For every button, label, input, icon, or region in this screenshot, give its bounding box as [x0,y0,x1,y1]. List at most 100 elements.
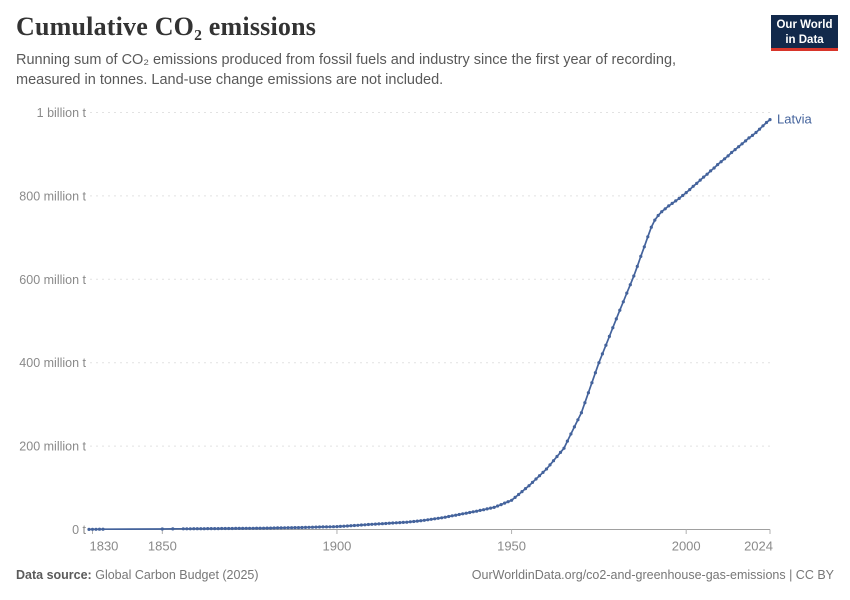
data-point [345,524,349,528]
data-point [412,519,416,524]
data-point [513,495,517,499]
data-point [310,525,315,529]
data-point [90,527,95,531]
data-point [674,199,678,203]
data-point [492,505,496,509]
y-axis-tick-label: 0 t [72,523,86,537]
data-point [705,172,709,176]
data-point [670,201,674,205]
data-point [335,525,339,529]
data-point [475,509,479,513]
data-point [632,274,636,278]
data-point [667,204,671,208]
data-source-label: Data source: [16,568,92,582]
data-point [328,525,332,529]
data-point [97,527,102,531]
entity-label[interactable]: Latvia [777,112,812,127]
data-point [377,522,381,526]
data-point [352,523,356,528]
data-point [405,520,409,524]
data-point [356,523,360,527]
data-point [750,133,755,137]
data-point [621,300,625,304]
data-point [510,498,514,502]
data-point [761,124,765,128]
data-point [562,446,566,450]
data-point [230,526,234,531]
data-point [726,154,730,158]
data-point [380,522,384,526]
data-point [691,184,695,188]
data-point [607,334,612,338]
data-point [286,526,290,530]
data-point [251,526,255,530]
data-point [199,527,203,531]
data-point [576,418,580,422]
data-point [234,526,238,531]
data-point [262,526,266,530]
data-point [290,526,294,530]
data-point [565,439,570,443]
y-axis-tick-label: 400 million t [19,356,86,370]
data-point [265,526,269,530]
data-point [185,527,189,531]
data-point [373,522,377,526]
data-point [401,520,405,525]
data-point [618,308,622,312]
data-point [426,518,430,522]
page-title: Cumulative CO₂ emissions [16,12,317,41]
data-point [429,517,433,521]
data-point [181,527,185,531]
data-point [216,527,220,531]
y-axis-tick-label: 800 million t [19,189,86,203]
data-point [331,525,336,529]
data-point [663,207,667,211]
data-point [551,459,556,463]
x-axis-tick-label: 1830 [89,539,118,554]
data-point [461,512,465,516]
data-point [436,516,440,520]
x-axis-tick-label: 2024 [744,539,773,554]
data-point [468,510,472,515]
data-point [688,188,692,192]
data-point [349,524,353,528]
data-point [681,193,685,198]
data-point [635,264,639,268]
data-point [653,218,657,222]
owid-logo[interactable]: Our World in Data [771,15,838,51]
data-point [241,526,245,531]
data-point [646,235,650,239]
chart-header: Cumulative CO₂ emissions Running sum of … [16,12,756,91]
data-point [604,343,608,347]
data-point [422,518,426,522]
data-point [160,527,164,531]
data-point [537,474,542,478]
data-point [300,525,304,530]
data-point [450,514,454,518]
data-point [255,526,259,530]
data-point [485,507,489,511]
data-point [764,120,769,125]
data-point [248,526,252,530]
attribution-link[interactable]: OurWorldinData.org/co2-and-greenhouse-ga… [471,568,834,582]
data-point [597,361,601,365]
y-axis-tick-label: 600 million t [19,273,86,287]
data-point [321,525,325,529]
data-point [719,160,723,164]
data-point [527,484,531,488]
data-line[interactable] [88,118,771,531]
data-point [757,127,762,131]
data-point [544,467,549,471]
data-point [684,191,688,195]
data-point [363,523,367,527]
data-point [489,506,493,510]
data-point [454,513,458,517]
data-point [569,432,573,436]
data-point [768,118,772,122]
data-point [702,175,706,179]
data-point [730,150,734,155]
data-point [447,514,451,519]
data-point [279,526,283,530]
data-point [457,512,461,517]
